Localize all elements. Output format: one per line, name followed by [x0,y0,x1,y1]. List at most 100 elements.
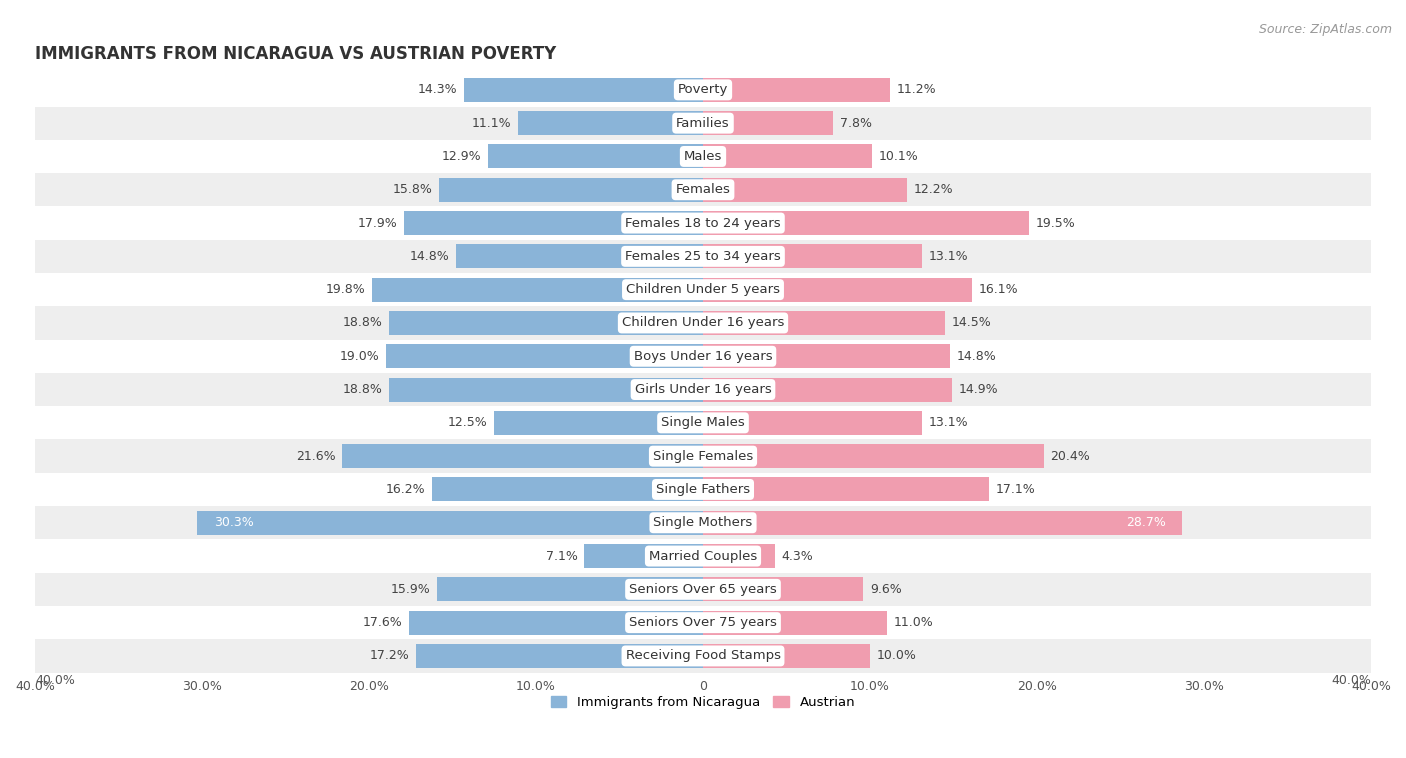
Text: Females 18 to 24 years: Females 18 to 24 years [626,217,780,230]
Text: Receiving Food Stamps: Receiving Food Stamps [626,650,780,662]
Text: 19.8%: 19.8% [326,283,366,296]
Text: 21.6%: 21.6% [295,449,336,462]
Text: 28.7%: 28.7% [1126,516,1166,529]
Bar [35,606,1371,639]
Text: Children Under 5 years: Children Under 5 years [626,283,780,296]
Text: Married Couples: Married Couples [650,550,756,562]
Bar [488,145,703,168]
Text: 17.2%: 17.2% [370,650,409,662]
Text: Children Under 16 years: Children Under 16 years [621,316,785,330]
Bar [437,578,703,601]
Text: 7.1%: 7.1% [546,550,578,562]
Text: IMMIGRANTS FROM NICARAGUA VS AUSTRIAN POVERTY: IMMIGRANTS FROM NICARAGUA VS AUSTRIAN PO… [35,45,557,64]
Text: 15.9%: 15.9% [391,583,430,596]
Text: 16.1%: 16.1% [979,283,1018,296]
Bar [35,473,1371,506]
Bar [404,211,703,235]
Bar [703,644,870,668]
Bar [703,411,922,435]
Bar [703,544,775,568]
Bar [342,444,703,468]
Bar [703,478,988,502]
Text: Single Males: Single Males [661,416,745,429]
Text: 19.5%: 19.5% [1035,217,1076,230]
Text: 13.1%: 13.1% [928,416,969,429]
Bar [35,639,1371,672]
Bar [433,478,703,502]
Bar [35,74,1371,107]
Bar [703,344,950,368]
Text: 10.1%: 10.1% [879,150,918,163]
Bar [35,139,1371,173]
Bar [35,173,1371,206]
Bar [495,411,703,435]
Text: 11.1%: 11.1% [471,117,510,130]
Text: 40.0%: 40.0% [35,675,75,688]
Bar [703,511,1182,534]
Text: Single Fathers: Single Fathers [657,483,749,496]
Bar [35,440,1371,473]
Text: 14.3%: 14.3% [418,83,457,96]
Text: 40.0%: 40.0% [1331,675,1371,688]
Text: 17.9%: 17.9% [357,217,398,230]
Text: 14.8%: 14.8% [409,250,449,263]
Text: 19.0%: 19.0% [339,349,380,363]
Bar [385,344,703,368]
Text: Single Females: Single Females [652,449,754,462]
Bar [416,644,703,668]
Bar [464,78,703,102]
Bar [703,111,834,135]
Text: 18.8%: 18.8% [343,383,382,396]
Bar [585,544,703,568]
Bar [703,211,1029,235]
Text: 9.6%: 9.6% [870,583,901,596]
Bar [35,540,1371,573]
Text: Families: Families [676,117,730,130]
Bar [35,273,1371,306]
Text: 4.3%: 4.3% [782,550,813,562]
Bar [35,573,1371,606]
Text: Single Mothers: Single Mothers [654,516,752,529]
Text: Seniors Over 75 years: Seniors Over 75 years [628,616,778,629]
Text: Females: Females [675,183,731,196]
Bar [703,444,1043,468]
Bar [35,373,1371,406]
Text: 10.0%: 10.0% [877,650,917,662]
Text: 11.2%: 11.2% [897,83,936,96]
Text: 16.2%: 16.2% [387,483,426,496]
Text: 14.5%: 14.5% [952,316,991,330]
Text: 7.8%: 7.8% [839,117,872,130]
Bar [35,340,1371,373]
Text: 15.8%: 15.8% [392,183,433,196]
Bar [517,111,703,135]
Bar [35,406,1371,440]
Bar [197,511,703,534]
Text: Seniors Over 65 years: Seniors Over 65 years [628,583,778,596]
Text: Females 25 to 34 years: Females 25 to 34 years [626,250,780,263]
Bar [703,611,887,634]
Text: 17.6%: 17.6% [363,616,402,629]
Bar [456,244,703,268]
Bar [703,311,945,335]
Bar [703,244,922,268]
Bar [389,311,703,335]
Bar [35,206,1371,240]
Text: Boys Under 16 years: Boys Under 16 years [634,349,772,363]
Text: 12.9%: 12.9% [441,150,481,163]
Bar [389,377,703,402]
Bar [703,277,972,302]
Text: 11.0%: 11.0% [893,616,934,629]
Bar [439,178,703,202]
Text: Males: Males [683,150,723,163]
Text: 14.8%: 14.8% [957,349,997,363]
Text: Source: ZipAtlas.com: Source: ZipAtlas.com [1258,23,1392,36]
Text: 17.1%: 17.1% [995,483,1035,496]
Bar [35,107,1371,139]
Bar [35,306,1371,340]
Bar [35,506,1371,540]
Bar [703,78,890,102]
Bar [703,377,952,402]
Bar [703,145,872,168]
Bar [703,578,863,601]
Legend: Immigrants from Nicaragua, Austrian: Immigrants from Nicaragua, Austrian [546,691,860,714]
